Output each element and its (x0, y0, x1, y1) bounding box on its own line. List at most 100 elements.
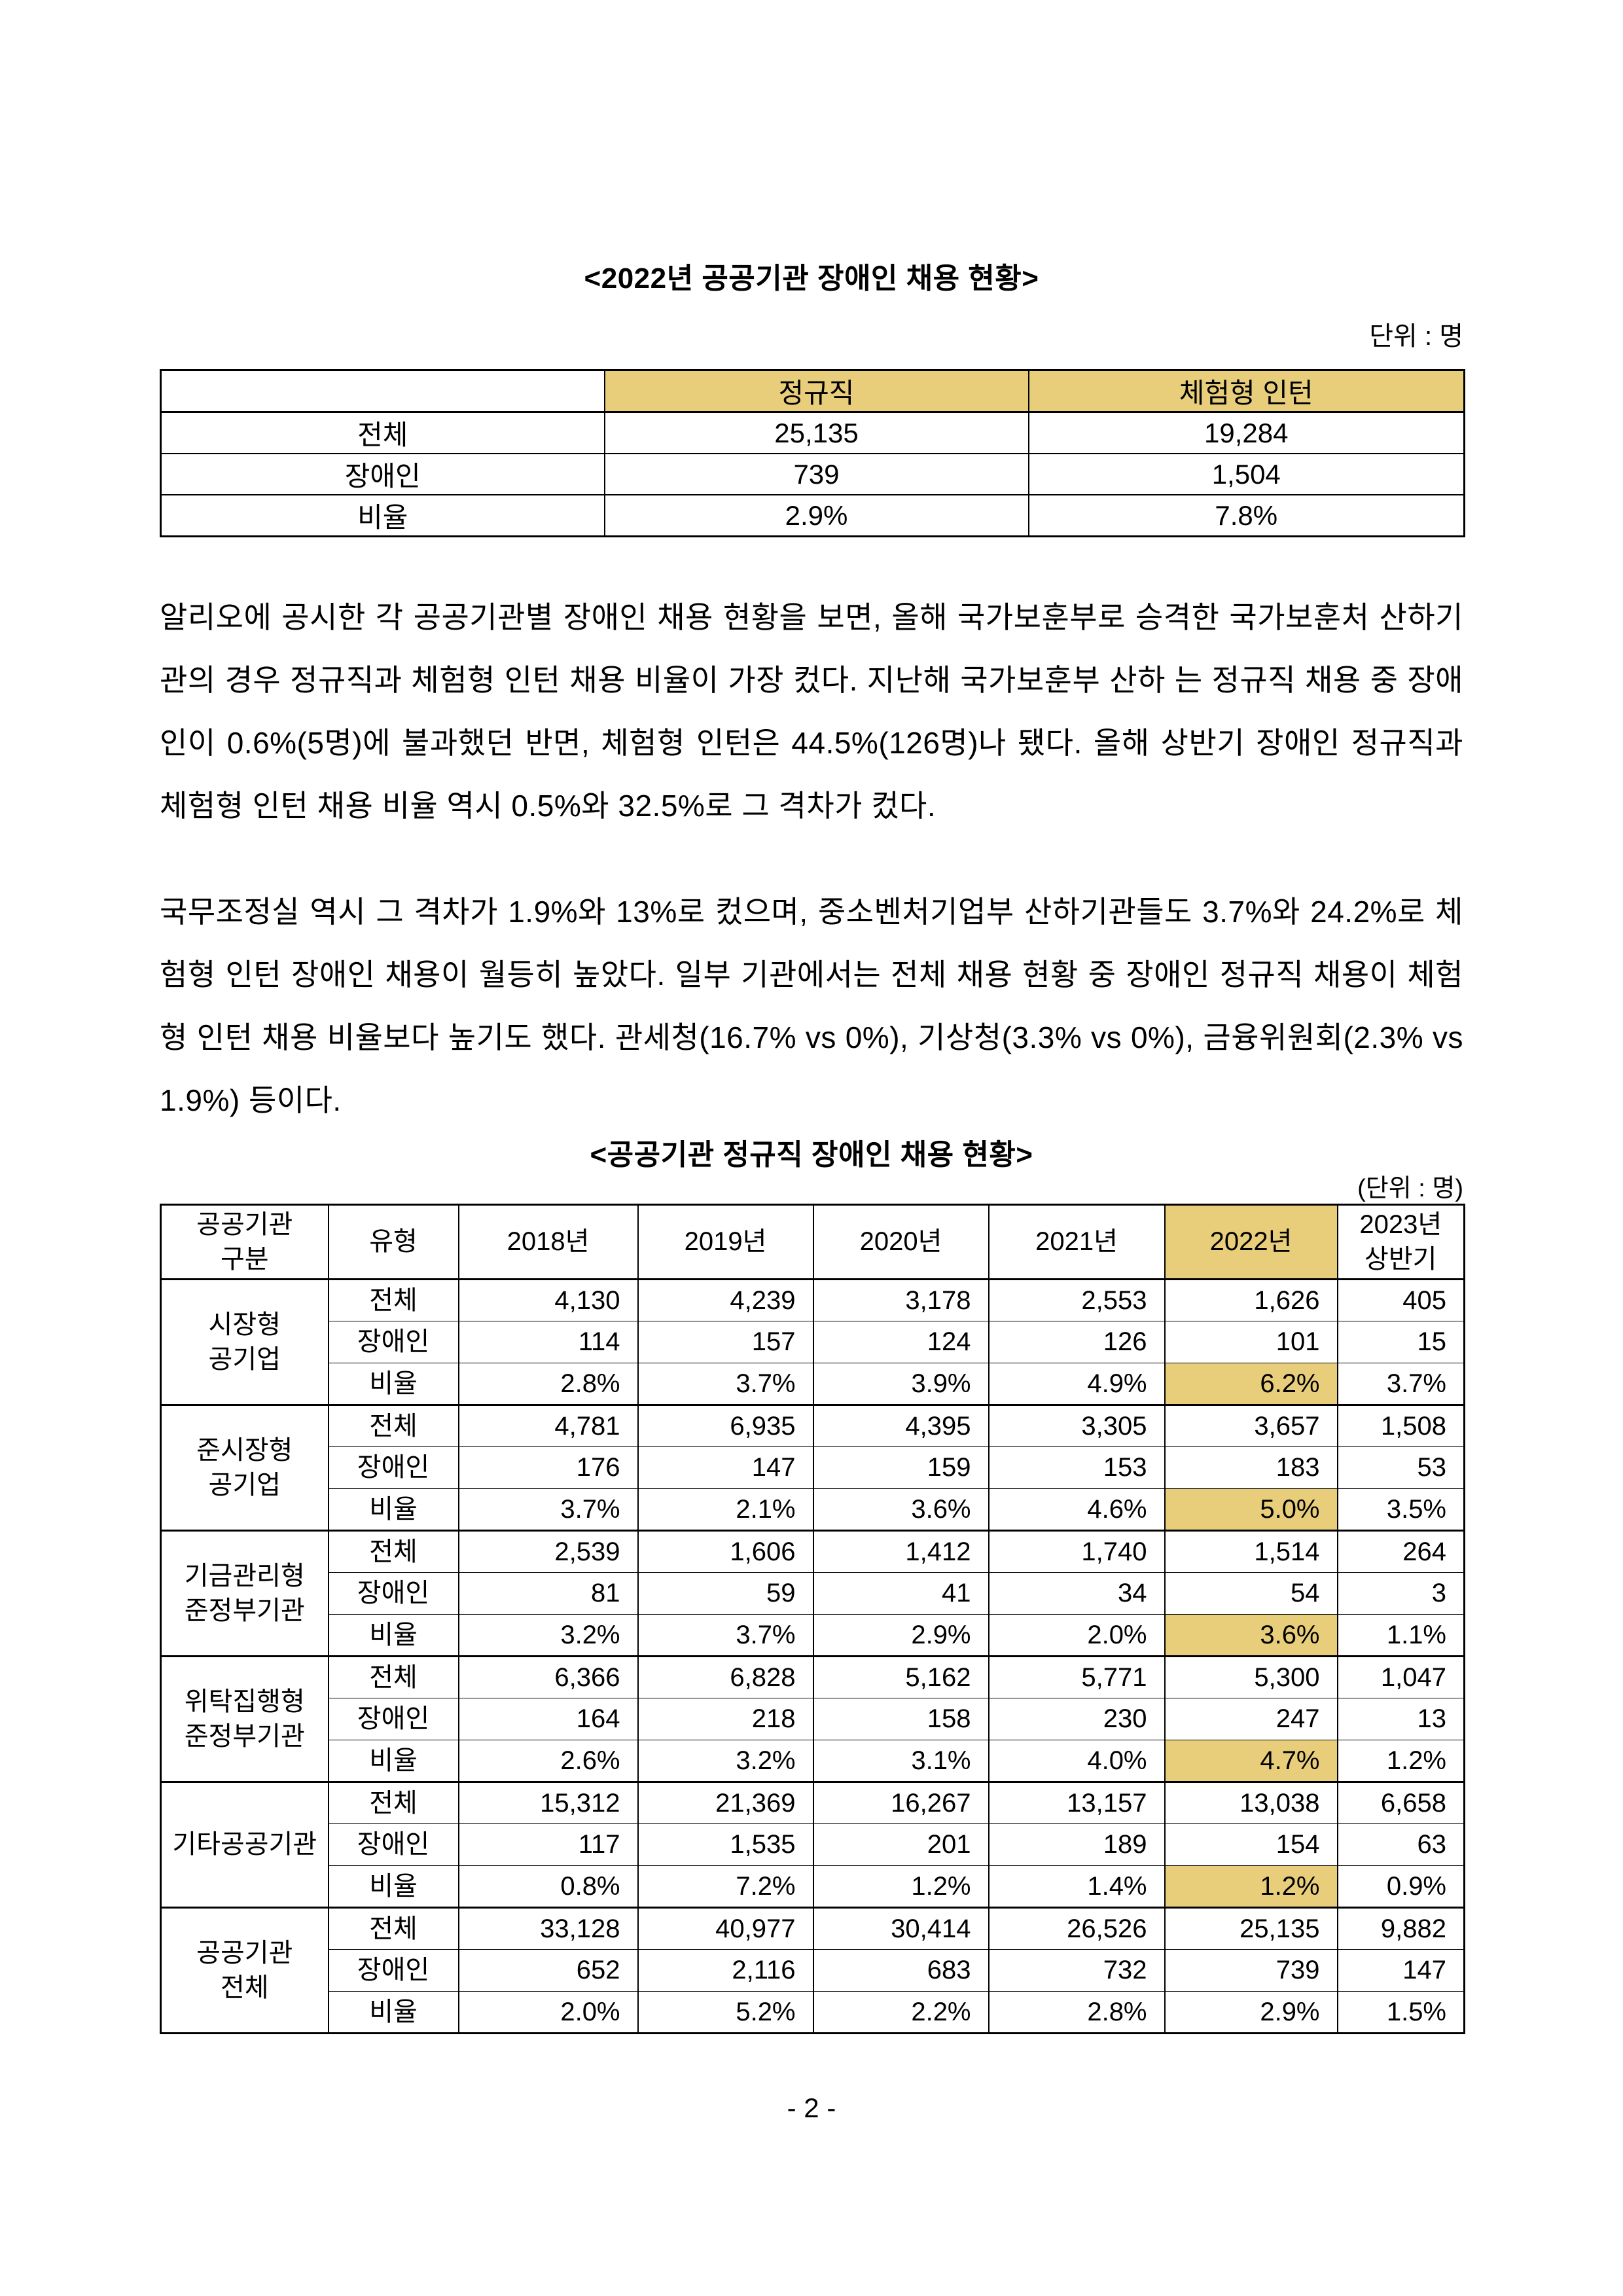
table2-type-label: 장애인 (327, 1823, 459, 1866)
table2-type-label: 전체 (327, 1278, 459, 1321)
table2-row: 장애인 114 157 124 126 101 15 (161, 1321, 1465, 1363)
table2-row: 기타공공기관 전체 15,312 21,369 16,267 13,157 13,038 6,… (160, 1781, 1465, 1908)
table2-value-cell: 2.1% (637, 1488, 814, 1531)
table2-value-cell: 1.2% (1164, 1865, 1338, 1908)
table2-value-cell: 739 (1164, 1949, 1338, 1992)
table2-value-cell: 164 (457, 1698, 639, 1740)
table2-value-cell: 13,157 (988, 1781, 1166, 1824)
table2-value-cell: 157 (637, 1321, 814, 1363)
table2-header-year: 2019년 (637, 1204, 814, 1280)
table2-value-cell: 9,882 (1336, 1907, 1465, 1950)
table2-value-cell: 3.2% (637, 1740, 814, 1782)
table2-value-cell: 147 (1336, 1949, 1465, 1992)
table2-type-label: 비율 (327, 1488, 459, 1531)
table2-unit-label: (단위 : 명) (1357, 1175, 1463, 1202)
table1-row-label: 장애인 (160, 453, 605, 495)
table2-value-cell: 13,038 (1164, 1781, 1338, 1824)
table2-value-cell: 3.9% (812, 1363, 990, 1405)
table2-value-cell: 54 (1164, 1572, 1338, 1615)
table2-value-cell: 159 (812, 1446, 990, 1489)
table2-value-cell: 26,526 (988, 1907, 1166, 1950)
table2-value-cell: 176 (457, 1446, 639, 1489)
table2-value-cell: 4.0% (988, 1740, 1166, 1782)
table1-unit-label: 단위 : 명 (1369, 322, 1463, 351)
table2-value-cell: 0.8% (457, 1865, 639, 1908)
table2-type-label: 비율 (327, 1865, 459, 1908)
table2-row: 비율 3.7% 2.1% 3.6% 4.6% 5.0% 3.5% (161, 1488, 1465, 1531)
table2-value-cell: 7.2% (637, 1865, 814, 1908)
table2-type-label: 장애인 (327, 1572, 459, 1615)
table2-value-cell: 6.2% (1164, 1363, 1338, 1405)
table2-value-cell: 33,128 (457, 1907, 639, 1950)
table2-value-cell: 63 (1336, 1823, 1465, 1866)
paragraph-2: 국무조정실 역시 그 격차가 1.9%와 13%로 컸으며, 중소벤처기업부 산… (160, 895, 1463, 1117)
table2-value-cell: 3.6% (812, 1488, 990, 1531)
table1-row-label: 비율 (160, 494, 605, 537)
table2-type-label: 전체 (327, 1781, 459, 1824)
table2-value-cell: 189 (988, 1823, 1166, 1866)
table2-value-cell: 15,312 (457, 1781, 639, 1824)
table2-row: 비율 2.8% 3.7% 3.9% 4.9% 6.2% 3.7% (161, 1363, 1465, 1405)
table2-row: 시장형 공기업 전체 4,130 4,239 3,178 2,553 1,626 405 (160, 1278, 1465, 1405)
table2-type-label: 전체 (327, 1530, 459, 1573)
table2-value-cell: 247 (1164, 1698, 1338, 1740)
table2-value-cell: 4,239 (637, 1278, 814, 1321)
table2-value-cell: 15 (1336, 1321, 1465, 1363)
table2-value-cell: 117 (457, 1823, 639, 1866)
table2-type-label: 장애인 (327, 1949, 459, 1992)
table2-value-cell: 652 (457, 1949, 639, 1992)
table2-value-cell: 201 (812, 1823, 990, 1866)
table2-value-cell: 3.7% (637, 1363, 814, 1405)
table2-header-row: 공공기관 구분 유형 2018년 2019년 2020년 2021년 2022년 2023… (160, 1204, 1465, 1280)
table2-value-cell: 2.6% (457, 1740, 639, 1782)
table2-value-cell: 2,116 (637, 1949, 814, 1992)
table2-value-cell: 2.9% (1164, 1991, 1338, 2034)
table1-value-cell: 739 (603, 453, 1029, 495)
table2-value-cell: 5.0% (1164, 1488, 1338, 1531)
table2-value-cell: 6,935 (637, 1404, 814, 1447)
table2-value-cell: 2,539 (457, 1530, 639, 1573)
table1-row: 비율 2.9% 7.8% (160, 494, 1465, 537)
table2-row: 비율 2.6% 3.2% 3.1% 4.0% 4.7% 1.2% (161, 1740, 1465, 1782)
table2-value-cell: 1.2% (1336, 1740, 1465, 1782)
table2-value-cell: 1.2% (812, 1865, 990, 1908)
table2-value-cell: 2.9% (812, 1614, 990, 1657)
table2-group-label: 기금관리형 준정부기관 (160, 1530, 329, 1657)
table2-value-cell: 3,305 (988, 1404, 1166, 1447)
table2-value-cell: 4.7% (1164, 1740, 1338, 1782)
table1-summary-table: 정규직 체험형 인턴 전체 25,135 19,284 장애인 739 1,504 비율 2.… (160, 369, 1465, 537)
page-number: - 2 - (787, 2092, 836, 2123)
table2-value-cell: 81 (457, 1572, 639, 1615)
table2-value-cell: 101 (1164, 1321, 1338, 1363)
table2-header-type: 유형 (327, 1204, 459, 1280)
table2-value-cell: 405 (1336, 1278, 1465, 1321)
table2-value-cell: 59 (637, 1572, 814, 1615)
table2-value-cell: 3.7% (637, 1614, 814, 1657)
table2-value-cell: 3.5% (1336, 1488, 1465, 1531)
table1-col-header-regular: 정규직 (603, 369, 1029, 413)
table2-row: 위탁집행형 준정부기관 전체 6,366 6,828 5,162 5,771 5,300 1,… (160, 1655, 1465, 1782)
table2-value-cell: 4,781 (457, 1404, 639, 1447)
table2-type-label: 장애인 (327, 1321, 459, 1363)
table2-header-year: 2021년 (988, 1204, 1166, 1280)
table2-header-year: 2020년 (812, 1204, 990, 1280)
table2-value-cell: 114 (457, 1321, 639, 1363)
table2-value-cell: 25,135 (1164, 1907, 1338, 1950)
table2-value-cell: 3.7% (457, 1488, 639, 1531)
table2-type-label: 비율 (327, 1740, 459, 1782)
table2-row: 장애인 117 1,535 201 189 154 63 (161, 1823, 1465, 1866)
table2-group-label: 준시장형 공기업 (160, 1404, 329, 1531)
table2-group-label: 위탁집행형 준정부기관 (160, 1655, 329, 1782)
table2-value-cell: 147 (637, 1446, 814, 1489)
table2-detail-table: 공공기관 구분 유형 2018년 2019년 2020년 2021년 2022년 2023… (160, 1204, 1465, 2034)
table2-value-cell: 124 (812, 1321, 990, 1363)
table2-value-cell: 154 (1164, 1823, 1338, 1866)
table2-value-cell: 53 (1336, 1446, 1465, 1489)
table2-type-label: 전체 (327, 1655, 459, 1698)
table2-value-cell: 264 (1336, 1530, 1465, 1573)
table2-header-year: 2022년 (1164, 1204, 1338, 1280)
table2-value-cell: 4,395 (812, 1404, 990, 1447)
table2-value-cell: 13 (1336, 1698, 1465, 1740)
table2-value-cell: 6,828 (637, 1655, 814, 1698)
